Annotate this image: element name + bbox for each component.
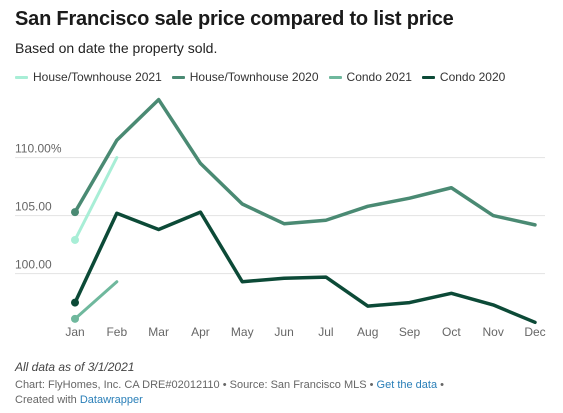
x-tick-label: Aug — [357, 325, 378, 339]
datawrapper-link[interactable]: Datawrapper — [79, 394, 143, 406]
chart-legend: House/Townhouse 2021 House/Townhouse 202… — [15, 70, 505, 84]
x-tick-label: Dec — [524, 325, 545, 339]
footer-separator: • — [369, 379, 374, 391]
x-tick-label: Mar — [148, 325, 169, 339]
x-tick-label: Feb — [106, 325, 127, 339]
x-tick-label: Jul — [318, 325, 333, 339]
data-date-note: All data as of 3/1/2021 — [15, 360, 135, 374]
legend-label-house-2020: House/Townhouse 2020 — [189, 70, 319, 84]
y-tick-label: 100.00 — [15, 258, 52, 272]
legend-label-condo-2020: Condo 2020 — [439, 70, 506, 84]
x-tick-label: Jun — [274, 325, 293, 339]
chart-title: San Francisco sale price compared to lis… — [15, 8, 454, 30]
series-start-marker-house-townhouse-2021 — [71, 235, 79, 244]
legend-swatch-condo-2020 — [421, 75, 435, 79]
series-line-condo-2020 — [73, 210, 537, 325]
legend-label-house-2021: House/Townhouse 2021 — [33, 70, 162, 84]
series-start-marker-condo-2021 — [71, 314, 79, 323]
x-tick-label: Sep — [399, 325, 421, 339]
series-line-house-townhouse-2021 — [73, 156, 119, 242]
legend-label-condo-2021: Condo 2021 — [346, 70, 412, 84]
x-tick-label: Oct — [442, 325, 461, 339]
chart-footer: Chart: FlyHomes, Inc. CA DRE#02012110 • … — [15, 378, 444, 408]
y-tick-label: 110.00% — [15, 142, 62, 156]
legend-item-condo-2020: Condo 2020 — [421, 70, 506, 84]
x-tick-label: Apr — [191, 325, 210, 339]
source-text: Source: San Francisco MLS — [229, 379, 367, 391]
legend-item-house-2020: House/Townhouse 2020 — [171, 70, 319, 84]
y-tick-label: 105.00 — [15, 200, 52, 214]
x-tick-label: May — [231, 325, 254, 339]
legend-swatch-condo-2021 — [328, 75, 342, 79]
series-start-marker-house-townhouse-2020 — [71, 208, 79, 217]
series-start-marker-condo-2020 — [71, 298, 79, 307]
x-tick-label: Jan — [65, 325, 84, 339]
series-line-house-townhouse-2020 — [73, 97, 537, 227]
created-with-text: Created with — [15, 394, 77, 406]
legend-item-condo-2021: Condo 2021 — [328, 70, 412, 84]
footer-separator: • — [440, 379, 445, 391]
x-tick-label: Nov — [483, 325, 504, 339]
legend-swatch-house-2021 — [15, 75, 28, 79]
series-line-condo-2021 — [73, 280, 119, 321]
line-chart: 100.00 105.00 110.00% Jan Feb Mar Apr May Jun Jul… — [15, 97, 546, 339]
footer-separator: • — [222, 379, 227, 391]
chart-credit: Chart: FlyHomes, Inc. CA DRE#02012110 — [15, 379, 220, 391]
get-the-data-link[interactable]: Get the data — [376, 379, 438, 391]
legend-item-house-2021: House/Townhouse 2021 — [15, 70, 162, 84]
legend-swatch-house-2020 — [171, 75, 185, 79]
chart-subtitle: Based on date the property sold. — [15, 40, 218, 56]
